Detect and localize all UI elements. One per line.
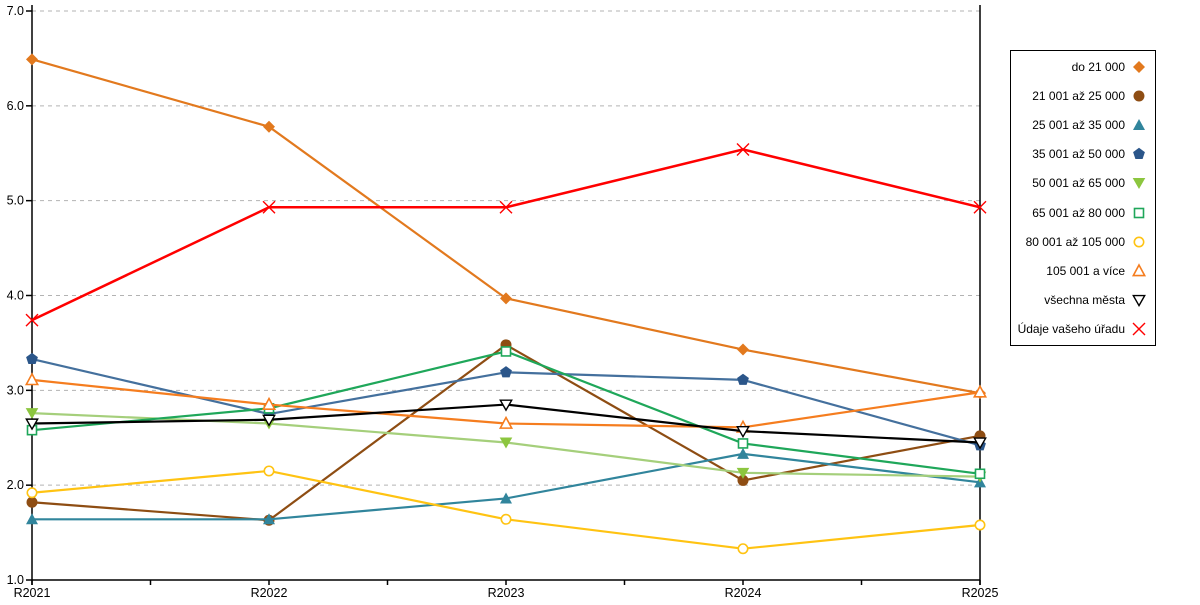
series-marker — [26, 487, 38, 499]
legend-item: do 21 000 — [1015, 59, 1147, 75]
series-marker — [736, 426, 750, 439]
series-marker — [26, 352, 38, 365]
series-marker — [736, 142, 750, 156]
line-chart: 7.0 6.0 5.0 4.0 3.0 2.0 1.0 R2021 R2022 R2023 R202… — [7, 4, 999, 600]
series-marker — [737, 373, 749, 385]
series-marker — [500, 346, 512, 357]
x-tick-label: R2022 — [251, 586, 288, 600]
x-tick-label: R2023 — [488, 586, 525, 600]
legend-item: 50 001 až 65 000 — [1015, 175, 1147, 191]
series-marker — [25, 313, 39, 327]
legend-label: 21 001 až 25 000 — [1032, 89, 1125, 104]
y-tick-label: 7.0 — [7, 4, 24, 18]
x-tick-label: R2021 — [14, 586, 51, 600]
y-tick-label: 2.0 — [7, 478, 24, 492]
y-axis-ticks: 7.0 6.0 5.0 4.0 3.0 2.0 1.0 — [7, 4, 32, 587]
legend-item: 65 001 až 80 000 — [1015, 205, 1147, 221]
legend-label: 50 001 až 65 000 — [1032, 176, 1125, 191]
legend-item: 80 001 až 105 000 — [1015, 234, 1147, 250]
triangle-up-marker-icon — [1133, 119, 1145, 131]
chart-legend: do 21 000 21 001 až 25 000 25 001 až 35 … — [1010, 50, 1156, 346]
series-marker — [499, 399, 513, 412]
x-marker-icon — [1132, 322, 1146, 336]
circle-marker-icon — [1133, 90, 1145, 102]
triangle-down-marker-icon — [1132, 178, 1146, 190]
legend-label: 80 001 až 105 000 — [1025, 234, 1125, 249]
series-marker — [498, 415, 514, 429]
legend-label: 65 001 až 80 000 — [1032, 205, 1125, 220]
series-marker — [263, 513, 275, 525]
legend-label: Údaje vašeho úřadu — [1017, 321, 1125, 336]
series — [26, 447, 986, 525]
series-marker — [500, 292, 512, 305]
legend-label: 35 001 až 50 000 — [1032, 147, 1125, 162]
triangle-up-outline-marker-icon — [1131, 263, 1147, 277]
series — [25, 142, 987, 327]
legend-item: Údaje vašeho úřadu — [1015, 321, 1147, 337]
series-marker — [263, 465, 275, 477]
x-tick-label: R2025 — [962, 586, 999, 600]
series-marker — [499, 200, 513, 214]
series-marker — [974, 519, 986, 531]
x-tick-label: R2024 — [725, 586, 762, 600]
series-marker — [973, 437, 987, 450]
series-marker — [974, 468, 986, 480]
series-marker — [973, 200, 987, 214]
series-marker — [737, 438, 749, 449]
square-outline-marker-icon — [1133, 207, 1145, 218]
series-marker — [261, 396, 277, 410]
series-marker — [25, 418, 39, 431]
series — [25, 399, 987, 450]
series-marker — [26, 496, 38, 508]
series-marker — [26, 53, 38, 66]
series-marker — [500, 366, 512, 378]
legend-label: 25 001 až 35 000 — [1032, 118, 1125, 133]
y-tick-label: 5.0 — [7, 194, 24, 208]
series-marker — [25, 408, 39, 420]
series-marker — [737, 343, 749, 356]
legend-item: všechna města — [1015, 292, 1147, 308]
series-marker — [737, 447, 749, 459]
y-tick-label: 3.0 — [7, 383, 24, 397]
series — [26, 465, 986, 555]
x-axis-ticks: R2021 R2022 R2023 R2024 R2025 — [14, 580, 999, 600]
diamond-marker-icon — [1133, 61, 1145, 73]
series-marker — [262, 414, 276, 427]
series-marker — [736, 467, 750, 479]
y-tick-label: 4.0 — [7, 289, 24, 303]
legend-label: do 21 000 — [1071, 60, 1125, 74]
legend-item: 105 001 a více — [1015, 263, 1147, 279]
series-marker — [263, 120, 275, 133]
series-marker — [500, 492, 512, 504]
series-marker — [737, 474, 749, 486]
series-line — [31, 469, 981, 550]
legend-item: 21 001 až 25 000 — [1015, 88, 1147, 104]
legend-item: 35 001 až 50 000 — [1015, 146, 1147, 162]
series-marker — [500, 513, 512, 525]
legend-label: všechna města — [1044, 292, 1125, 307]
series-marker — [972, 384, 988, 398]
series-marker — [26, 513, 38, 525]
legend-label: 105 001 a více — [1046, 263, 1125, 278]
pentagon-marker-icon — [1133, 148, 1145, 160]
series-marker — [737, 543, 749, 555]
legend-item: 25 001 až 35 000 — [1015, 117, 1147, 133]
triangle-down-outline-marker-icon — [1132, 294, 1146, 307]
circle-outline-marker-icon — [1133, 236, 1145, 248]
y-tick-label: 6.0 — [7, 99, 24, 113]
series-marker — [499, 437, 513, 449]
y-tick-label: 1.0 — [7, 573, 24, 587]
series-marker — [262, 200, 276, 214]
series-marker — [24, 372, 40, 386]
